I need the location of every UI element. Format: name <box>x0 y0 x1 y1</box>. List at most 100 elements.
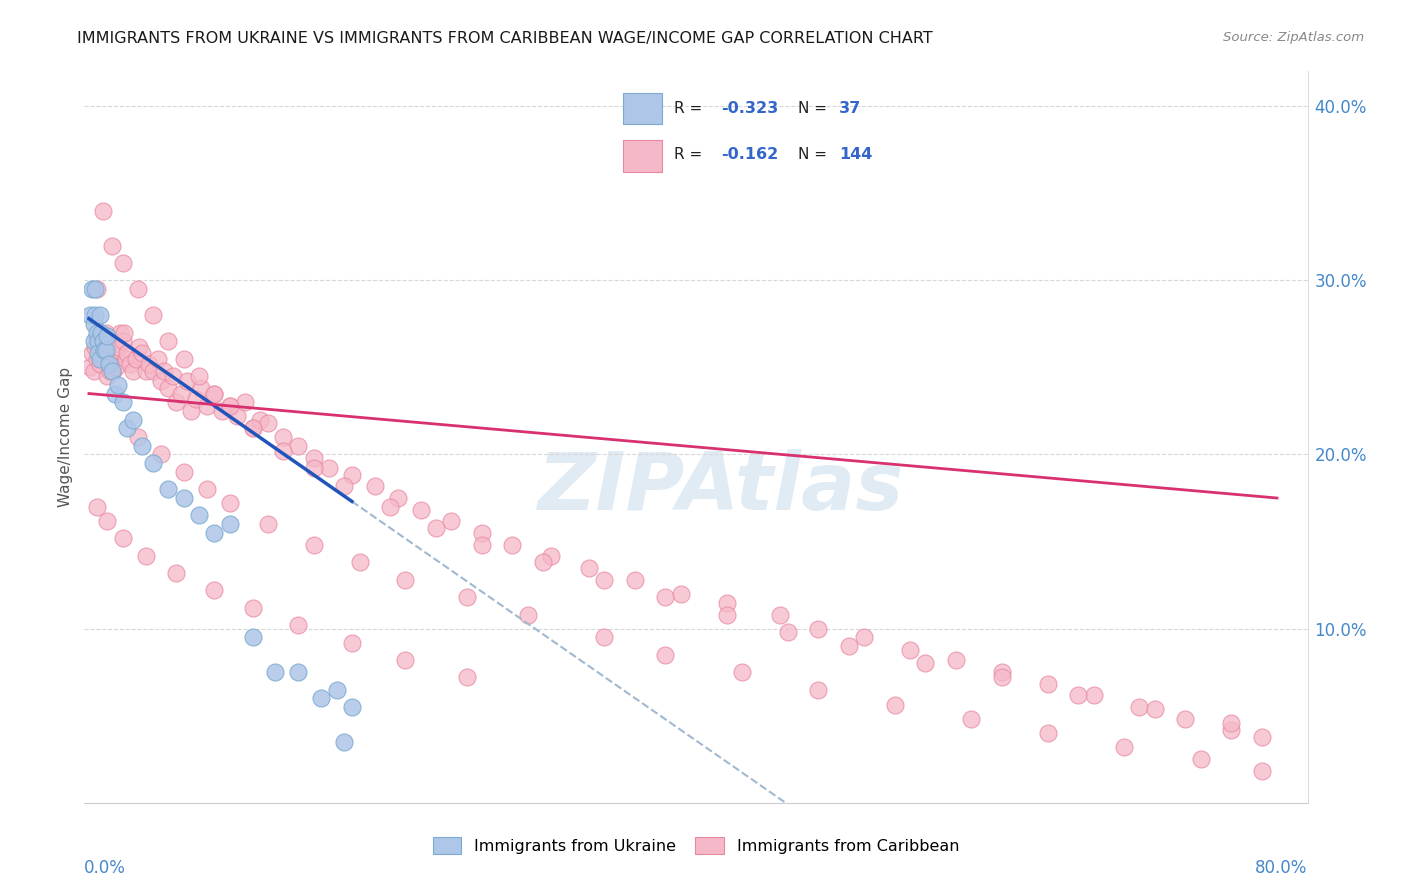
Point <box>578 560 600 574</box>
Point <box>83 364 105 378</box>
Point <box>807 622 830 636</box>
Point <box>101 364 124 378</box>
Point <box>89 334 111 349</box>
Point <box>97 357 120 371</box>
Point <box>349 556 371 570</box>
Point <box>340 635 363 649</box>
Point <box>502 538 524 552</box>
Point <box>96 346 118 360</box>
Point <box>1067 688 1090 702</box>
Point <box>394 653 416 667</box>
Text: 80.0%: 80.0% <box>1256 858 1308 877</box>
Point <box>333 735 356 749</box>
Point <box>1036 677 1059 691</box>
Point <box>84 339 107 353</box>
Point <box>380 500 402 514</box>
Point <box>242 631 264 645</box>
Point <box>83 317 105 331</box>
Point <box>202 583 225 598</box>
Point <box>960 712 983 726</box>
Point <box>153 364 176 378</box>
Point <box>287 439 309 453</box>
Text: IMMIGRANTS FROM UKRAINE VS IMMIGRANTS FROM CARIBBEAN WAGE/INCOME GAP CORRELATION: IMMIGRANTS FROM UKRAINE VS IMMIGRANTS FR… <box>77 31 934 46</box>
Point <box>122 412 145 426</box>
Point <box>731 665 754 680</box>
Point <box>1189 752 1212 766</box>
Point <box>325 682 347 697</box>
Point <box>112 326 135 340</box>
Point <box>883 698 905 713</box>
Point <box>94 326 117 340</box>
Point <box>471 538 494 552</box>
Point <box>90 326 112 340</box>
Point <box>157 483 180 497</box>
Text: N =: N = <box>797 101 831 116</box>
Point <box>188 369 211 384</box>
Bar <box>623 93 662 124</box>
Point <box>91 334 114 349</box>
Legend: Immigrants from Ukraine, Immigrants from Caribbean: Immigrants from Ukraine, Immigrants from… <box>426 830 966 861</box>
Point <box>340 700 363 714</box>
Point <box>125 351 148 366</box>
Y-axis label: Wage/Income Gap: Wage/Income Gap <box>58 367 73 508</box>
Point <box>127 430 149 444</box>
Point <box>945 653 967 667</box>
Point <box>188 508 211 523</box>
Point <box>111 334 134 349</box>
Point <box>242 421 264 435</box>
Point <box>654 648 676 662</box>
Point <box>79 308 101 322</box>
Point <box>1143 702 1166 716</box>
Point <box>120 357 142 371</box>
Point <box>218 399 240 413</box>
Point <box>111 256 134 270</box>
Point <box>101 351 124 366</box>
Point <box>149 448 172 462</box>
Point <box>531 556 554 570</box>
Point <box>838 639 860 653</box>
Point <box>87 326 110 340</box>
Point <box>364 479 387 493</box>
Point <box>593 631 616 645</box>
Point <box>184 392 207 406</box>
Point <box>103 364 125 378</box>
Point <box>716 607 738 622</box>
Point <box>84 282 107 296</box>
Point <box>131 439 153 453</box>
Point <box>302 461 325 475</box>
Point <box>104 343 127 357</box>
Point <box>1083 688 1105 702</box>
Text: R =: R = <box>673 147 707 162</box>
Point <box>146 351 169 366</box>
Point <box>114 351 136 366</box>
Point <box>138 357 160 371</box>
Point <box>202 386 225 401</box>
Point <box>142 456 165 470</box>
Point <box>456 670 478 684</box>
Point <box>89 351 111 366</box>
Point <box>190 381 212 395</box>
Text: -0.323: -0.323 <box>721 101 778 116</box>
Point <box>176 375 198 389</box>
Point <box>409 503 432 517</box>
Point <box>97 357 120 371</box>
Point <box>90 343 112 357</box>
Point <box>669 587 692 601</box>
Point <box>149 375 172 389</box>
Point <box>264 665 287 680</box>
Point <box>127 282 149 296</box>
Point <box>180 404 202 418</box>
Point <box>101 238 124 252</box>
Point <box>142 364 165 378</box>
Point <box>96 329 118 343</box>
Point <box>471 525 494 540</box>
Point <box>86 326 108 340</box>
Point <box>394 573 416 587</box>
Point <box>233 395 256 409</box>
Text: ZIPAtlas: ZIPAtlas <box>537 450 904 527</box>
Point <box>80 346 103 360</box>
Point <box>242 600 264 615</box>
Point <box>157 381 180 395</box>
Point <box>540 549 562 563</box>
Point <box>84 308 107 322</box>
